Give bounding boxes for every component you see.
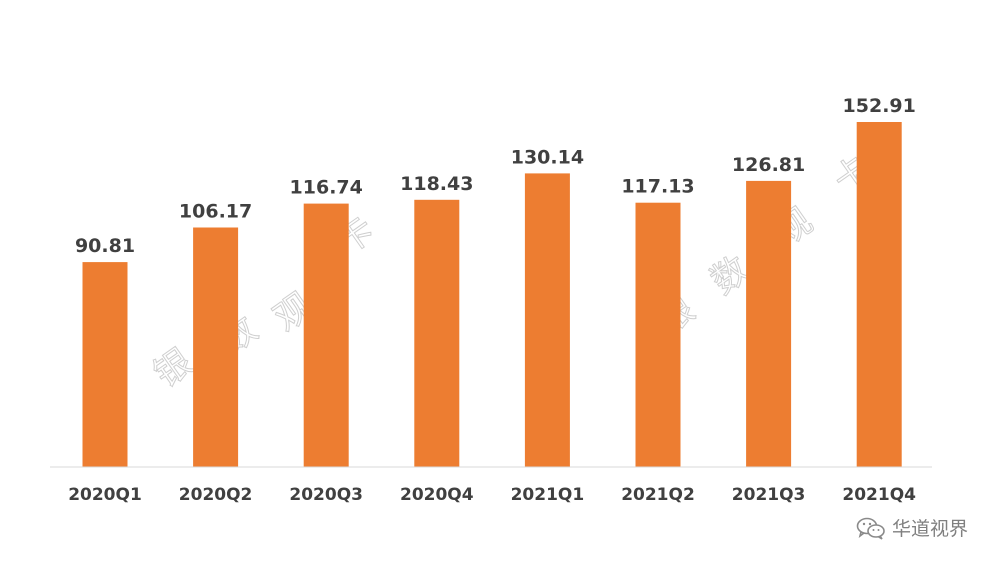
- x-tick-label-2021Q3: 2021Q3: [732, 485, 806, 505]
- x-tick-label-2020Q1: 2020Q1: [68, 485, 142, 505]
- bar-2021Q1: [524, 173, 570, 467]
- x-tick-label-2021Q2: 2021Q2: [621, 485, 695, 505]
- wechat-icon: [856, 517, 885, 540]
- data-label-2021Q4: 152.91: [843, 95, 916, 117]
- data-label-2020Q1: 90.81: [75, 235, 135, 257]
- data-label-2021Q3: 126.81: [732, 154, 805, 176]
- brand-watermark: 华道视界: [856, 514, 968, 541]
- watermark-char-0-0: 银: [147, 341, 200, 395]
- bar-2021Q3: [746, 180, 792, 467]
- data-label-2021Q2: 117.13: [621, 176, 694, 198]
- data-label-2020Q3: 116.74: [290, 177, 363, 199]
- x-tick-label-2020Q4: 2020Q4: [400, 485, 474, 505]
- data-label-2020Q4: 118.43: [400, 173, 473, 195]
- x-tick-label-2020Q2: 2020Q2: [179, 485, 253, 505]
- bar-2020Q2: [193, 227, 239, 467]
- data-label-2020Q2: 106.17: [179, 201, 252, 223]
- x-tick-labels: 2020Q1 2020Q2 2020Q3 2020Q4 2021Q1 2021Q2 2021…: [68, 485, 916, 505]
- x-tick-label-2021Q1: 2021Q1: [511, 485, 585, 505]
- bar-2021Q4: [856, 122, 902, 467]
- x-tick-label-2021Q4: 2021Q4: [842, 485, 916, 505]
- bar-2021Q2: [635, 202, 681, 467]
- bar-2020Q4: [414, 199, 460, 468]
- brand-label: 华道视界: [891, 518, 968, 540]
- data-label-2021Q1: 130.14: [511, 146, 584, 168]
- x-tick-label-2020Q3: 2020Q3: [289, 485, 363, 505]
- bar-2020Q1: [82, 262, 128, 467]
- bar-2020Q3: [303, 203, 349, 467]
- bars: [82, 122, 902, 468]
- data-labels: 90.81 106.17 116.74 118.43 130.14 117.13 126.8…: [75, 95, 916, 257]
